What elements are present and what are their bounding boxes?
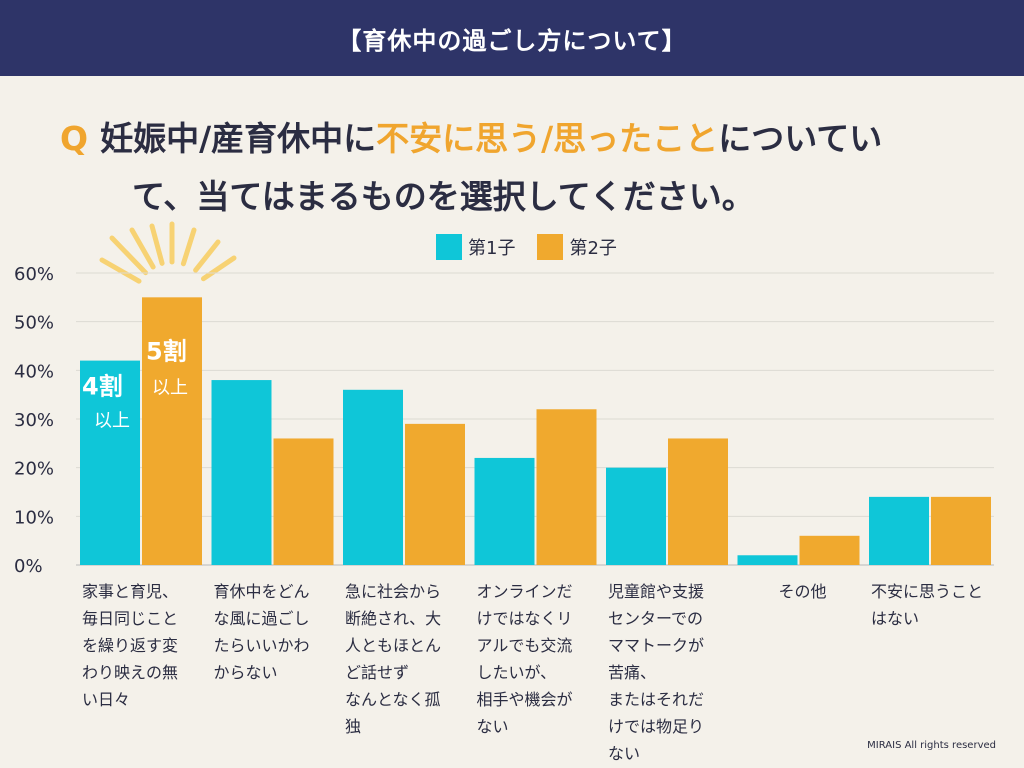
x-category-label: 不安に思うこと はない xyxy=(871,582,984,628)
header-banner: 【育休中の過ごし方について】 xyxy=(0,0,1024,76)
question-text: Q 妊娠中/産育休中に不安に思う/思ったことについてい て、当てはまるものを選択し… xyxy=(60,110,960,226)
y-tick-label: 40% xyxy=(14,361,54,382)
y-tick-label: 30% xyxy=(14,410,54,431)
x-category-label: オンラインだ けではなくリ アルでも交流 したいが、 相手や機会が ない xyxy=(476,582,573,736)
callout-sub: 以上 xyxy=(152,377,188,398)
x-category-label: 育休中をどん な風に過ごし たらいいかわ からない xyxy=(213,582,310,682)
bar-series2 xyxy=(931,496,991,565)
y-tick-label: 50% xyxy=(14,313,54,334)
bar-series1 xyxy=(737,555,798,565)
callout-sub: 以上 xyxy=(94,411,130,432)
y-tick-label: 20% xyxy=(14,459,54,480)
callout-main: 4割 xyxy=(82,373,123,401)
burst-ray xyxy=(180,227,197,267)
page-title: 【育休中の過ごし方について】 xyxy=(337,26,687,55)
bar-series1 xyxy=(80,360,140,565)
question-mark: Q xyxy=(60,119,89,158)
y-tick-label: 0% xyxy=(14,556,43,577)
callout-main: 5割 xyxy=(146,337,187,365)
bar-series2 xyxy=(668,438,728,565)
question-part2: についてい xyxy=(718,119,883,158)
bar-series2 xyxy=(799,535,860,565)
bar-series1 xyxy=(606,467,666,565)
legend-label-series1: 第1子 xyxy=(468,238,516,259)
bar-series1 xyxy=(869,496,929,565)
burst-ray xyxy=(129,227,156,270)
x-category-label: 急に社会から 断絶され、大 人ともほとん ど話せず なんとなく孤 独 xyxy=(345,582,442,736)
chart-bars xyxy=(80,297,991,565)
bar-series2 xyxy=(405,423,465,565)
legend-item-series2: 第2子 xyxy=(537,234,617,260)
burst-ray xyxy=(99,257,142,284)
bar-series2 xyxy=(273,438,334,565)
burst-ray xyxy=(109,235,149,276)
legend-item-series1: 第1子 xyxy=(436,234,515,260)
bar-series2 xyxy=(142,297,202,565)
legend-swatch-series2 xyxy=(537,234,564,260)
chart-legend: 第1子 第2子 xyxy=(436,234,631,260)
y-tick-label: 10% xyxy=(14,507,54,528)
burst-ray xyxy=(200,255,237,282)
x-category-label: 家事と育児、 毎日同じこと を繰り返す変 わり映えの無 い日々 xyxy=(82,582,179,709)
bar-series1 xyxy=(343,389,403,565)
question-part1: 妊娠中/産育休中に xyxy=(100,119,377,158)
question-line2: て、当てはまるものを選択してください。 xyxy=(132,177,755,216)
bar-series2 xyxy=(536,409,597,565)
bar-series1 xyxy=(474,457,535,565)
y-tick-label: 60% xyxy=(14,264,54,285)
legend-label-series2: 第2子 xyxy=(569,238,617,259)
legend-swatch-series1 xyxy=(436,234,462,260)
bar-series1 xyxy=(211,380,272,565)
burst-ray xyxy=(149,223,165,266)
copyright-footer: MIRAIS All rights reserved xyxy=(867,740,996,751)
chart-y-axis: 0% 10% 20% 30% 40% 50% 60% xyxy=(14,264,54,577)
question-highlight: 不安に思う/思ったこと xyxy=(376,119,719,158)
highlight-burst-icon xyxy=(99,221,237,284)
x-category-label: その他 xyxy=(778,582,827,601)
x-category-label: 児童館や支援 センターでの ママトークが 苦痛、 またはそれだ けでは物足り な… xyxy=(608,582,705,763)
burst-ray xyxy=(193,239,221,273)
